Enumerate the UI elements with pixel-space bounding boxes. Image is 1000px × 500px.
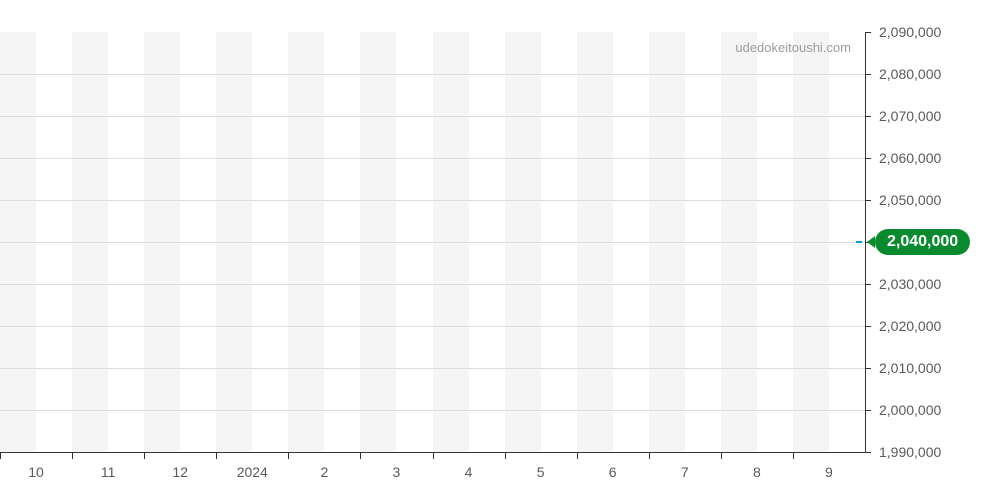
y-axis-label: 2,050,000	[879, 192, 941, 208]
x-axis-label: 12	[172, 464, 188, 480]
price-chart: 2,090,000 2,080,000 2,070,000 2,060,000 2,05…	[0, 0, 1000, 500]
x-axis-label: 8	[753, 464, 761, 480]
x-axis-label: 11	[101, 464, 116, 480]
grid-line	[0, 284, 865, 285]
x-axis-label: 2	[320, 464, 328, 480]
x-tick	[505, 452, 506, 459]
grid-line	[0, 410, 865, 411]
y-tick	[865, 452, 871, 453]
x-axis-label: 9	[825, 464, 833, 480]
x-axis-label: 7	[681, 464, 689, 480]
y-axis-label: 1,990,000	[879, 444, 941, 460]
x-tick	[649, 452, 650, 459]
x-tick	[288, 452, 289, 459]
watermark: udedokeitoushi.com	[735, 40, 851, 55]
y-axis-label: 2,010,000	[879, 360, 941, 376]
x-axis-label: 3	[393, 464, 401, 480]
y-axis-label: 2,020,000	[879, 318, 941, 334]
grid-line	[0, 200, 865, 201]
grid-line	[0, 158, 865, 159]
y-axis-label: 2,030,000	[879, 276, 941, 292]
plot-right-border	[865, 32, 866, 452]
x-tick	[216, 452, 217, 459]
x-axis-label: 6	[609, 464, 617, 480]
x-tick	[793, 452, 794, 459]
grid-line	[0, 74, 865, 75]
current-price-label: 2,040,000	[887, 233, 958, 250]
x-tick	[72, 452, 73, 459]
plot-area	[0, 32, 865, 452]
x-tick	[144, 452, 145, 459]
x-axis-label: 10	[28, 464, 44, 480]
grid-line	[0, 242, 865, 243]
x-axis-label: 5	[537, 464, 545, 480]
current-price-bubble: 2,040,000	[875, 229, 970, 255]
x-axis-label: 2024	[237, 464, 268, 480]
x-tick	[721, 452, 722, 459]
grid-line	[0, 326, 865, 327]
x-tick	[360, 452, 361, 459]
plot-bottom-border	[0, 452, 865, 453]
grid-line	[0, 368, 865, 369]
y-axis-label: 2,090,000	[879, 24, 941, 40]
y-axis-label: 2,000,000	[879, 402, 941, 418]
x-tick	[577, 452, 578, 459]
y-axis-label: 2,080,000	[879, 66, 941, 82]
y-axis-label: 2,060,000	[879, 150, 941, 166]
y-axis-label: 2,070,000	[879, 108, 941, 124]
x-axis-label: 4	[465, 464, 473, 480]
x-tick	[0, 452, 1, 459]
grid-line	[0, 116, 865, 117]
x-tick	[433, 452, 434, 459]
current-price-dash	[856, 241, 862, 243]
